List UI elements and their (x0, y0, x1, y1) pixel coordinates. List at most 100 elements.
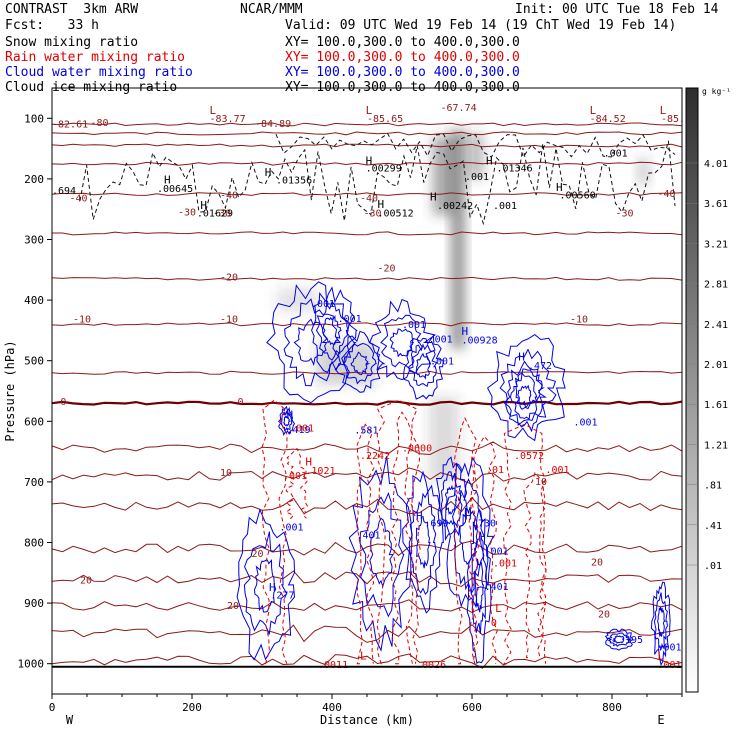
temperature-label-11: -85.44 (661, 114, 697, 125)
field-label-snow: Snow mixing ratio (5, 35, 139, 50)
temperature-contour-6 (51, 276, 683, 281)
temperature-label-16: -40 (360, 193, 378, 204)
cloud-water-contour-2 (350, 351, 371, 376)
cloud-water-contour-5 (499, 348, 557, 427)
temperature-contour-5 (52, 231, 683, 236)
temperature-label-6: -85.65 (367, 114, 403, 125)
cloud-water-label-6: .00928 (462, 336, 498, 347)
ice-label-19: .01629 (197, 208, 233, 219)
cloud-water-label-1: .001 (338, 314, 362, 325)
cloud-water-contour-4 (408, 343, 438, 387)
cloud-water-contour-8 (369, 517, 394, 588)
rain-label-2: H (305, 456, 312, 469)
x-tick-label-0: 0 (49, 701, 56, 714)
y-tick-label-1: 200 (24, 173, 44, 186)
temperature-label-28: 10 (535, 477, 547, 488)
ice-label-8: H (265, 166, 272, 179)
temperature-label-3: -83.77 (210, 114, 246, 125)
cloud-water-label-15: .699 (424, 519, 448, 530)
colorbar (685, 87, 699, 693)
temperature-label-22: -10 (73, 315, 91, 326)
cloud-water-contour-9 (408, 489, 437, 596)
temperature-label-1: -80 (91, 118, 109, 129)
cloud-water-contour-13 (444, 484, 458, 515)
snow-shade-6 (429, 397, 459, 482)
temperature-label-21: -20 (378, 264, 396, 275)
cloud-water-contour-11 (470, 531, 489, 634)
rain-label-3: .1021 (305, 466, 335, 477)
temperature-label-8: L (590, 104, 597, 117)
colorbar-label-1: 3.61 (704, 199, 728, 210)
cloud-water-label-17: .730 (472, 519, 496, 530)
temperature-label-26: 0 (238, 397, 244, 408)
temperature-label-31: 20 (252, 549, 264, 560)
ice-label-15: H (378, 198, 385, 211)
cloud-water-contour-15 (650, 581, 671, 667)
valid-time: Valid: 09 UTC Wed 19 Feb 14 (19 ChT Wed … (285, 18, 677, 33)
temperature-contour-13 (51, 540, 683, 557)
cloud-water-contour-6 (516, 384, 532, 410)
rain-label-14: .0026 (416, 660, 446, 671)
x-tick-label-3: 600 (462, 701, 482, 714)
cloud-water-contour-9 (402, 470, 444, 614)
cloud-water-contour-3 (389, 328, 414, 358)
cloud-water-contour-12 (236, 508, 296, 661)
colorbar-label-2: 3.21 (704, 239, 728, 250)
cloud-water-label-16: H (465, 509, 472, 522)
cloud-water-contour-8 (348, 456, 413, 652)
field-xy-snow: XY= 100.0,300.0 to 400.0,300.0 (285, 35, 520, 50)
cloud-water-label-9: .001 (574, 418, 598, 429)
snow-shade-3 (637, 157, 650, 185)
temperature-label-5: L (366, 104, 373, 117)
temperature-contour-8 (51, 370, 683, 375)
cloud-water-contour-6 (503, 360, 547, 433)
ice-label-3: H (486, 154, 493, 167)
cloud-water-contour-0 (283, 298, 341, 387)
cloud-water-label-18: .401 (357, 530, 381, 541)
forecast-hour: Fcst: 33 h (5, 18, 99, 33)
cloud-water-contour-15 (653, 592, 668, 650)
cloud-water-contour-6 (509, 372, 538, 421)
x-axis-title: Distance (km) (320, 713, 414, 727)
y-tick-label-8: 900 (24, 597, 44, 610)
rain-water-contour-6 (470, 435, 498, 665)
cloud-water-contour-13 (436, 456, 468, 542)
colorbar-label-4: 2.41 (704, 320, 728, 331)
y-tick-label-7: 800 (24, 537, 44, 550)
colorbar-label-6: 1.61 (704, 400, 728, 411)
ice-label-2: .001 (465, 172, 489, 183)
temperature-label-33: 20 (591, 558, 603, 569)
rain-label-0: .001 (283, 471, 307, 482)
temperature-label-9: -84.52 (590, 114, 626, 125)
cloud-water-label-22: .277 (270, 590, 294, 601)
rain-label-9: .001 (493, 559, 517, 570)
colorbar-label-5: 2.01 (704, 360, 728, 371)
cloud-water-contour-8 (359, 491, 405, 618)
cloud-water-contour-12 (243, 531, 288, 635)
cloud-water-contour-4 (403, 334, 444, 400)
snow-shade-1 (433, 136, 455, 216)
ice-label-16: .00512 (378, 208, 414, 219)
cloud-water-label-24: .001 (658, 642, 682, 653)
temperature-contour-1 (51, 131, 683, 136)
rain-label-11: 0 (491, 618, 497, 629)
temperature-label-25: 0 (60, 397, 66, 408)
temperature-label-17: -30 (364, 208, 382, 219)
temperature-contour-7 (51, 322, 683, 327)
cloud-water-label-2: .001 (402, 320, 426, 331)
rain-label-8: .01 (486, 465, 504, 476)
temperature-label-7: -67.74 (441, 103, 477, 114)
cloud-water-label-7: H (518, 351, 525, 364)
ice-label-14: .00242 (437, 201, 473, 212)
temperature-contour-17 (51, 653, 683, 669)
rain-label-5: .0600 (402, 444, 432, 455)
cloud-water-label-4: .001 (430, 356, 454, 367)
temperature-label-27: 10 (220, 468, 232, 479)
cloud-water-label-11: .419 (287, 425, 311, 436)
cloud-water-contour-15 (657, 606, 666, 638)
temperature-contour-12 (51, 496, 683, 515)
rain-water-contour-1 (285, 447, 309, 519)
cloud-water-contour-11 (466, 508, 492, 665)
rain-label-13: .0011 (318, 660, 348, 671)
